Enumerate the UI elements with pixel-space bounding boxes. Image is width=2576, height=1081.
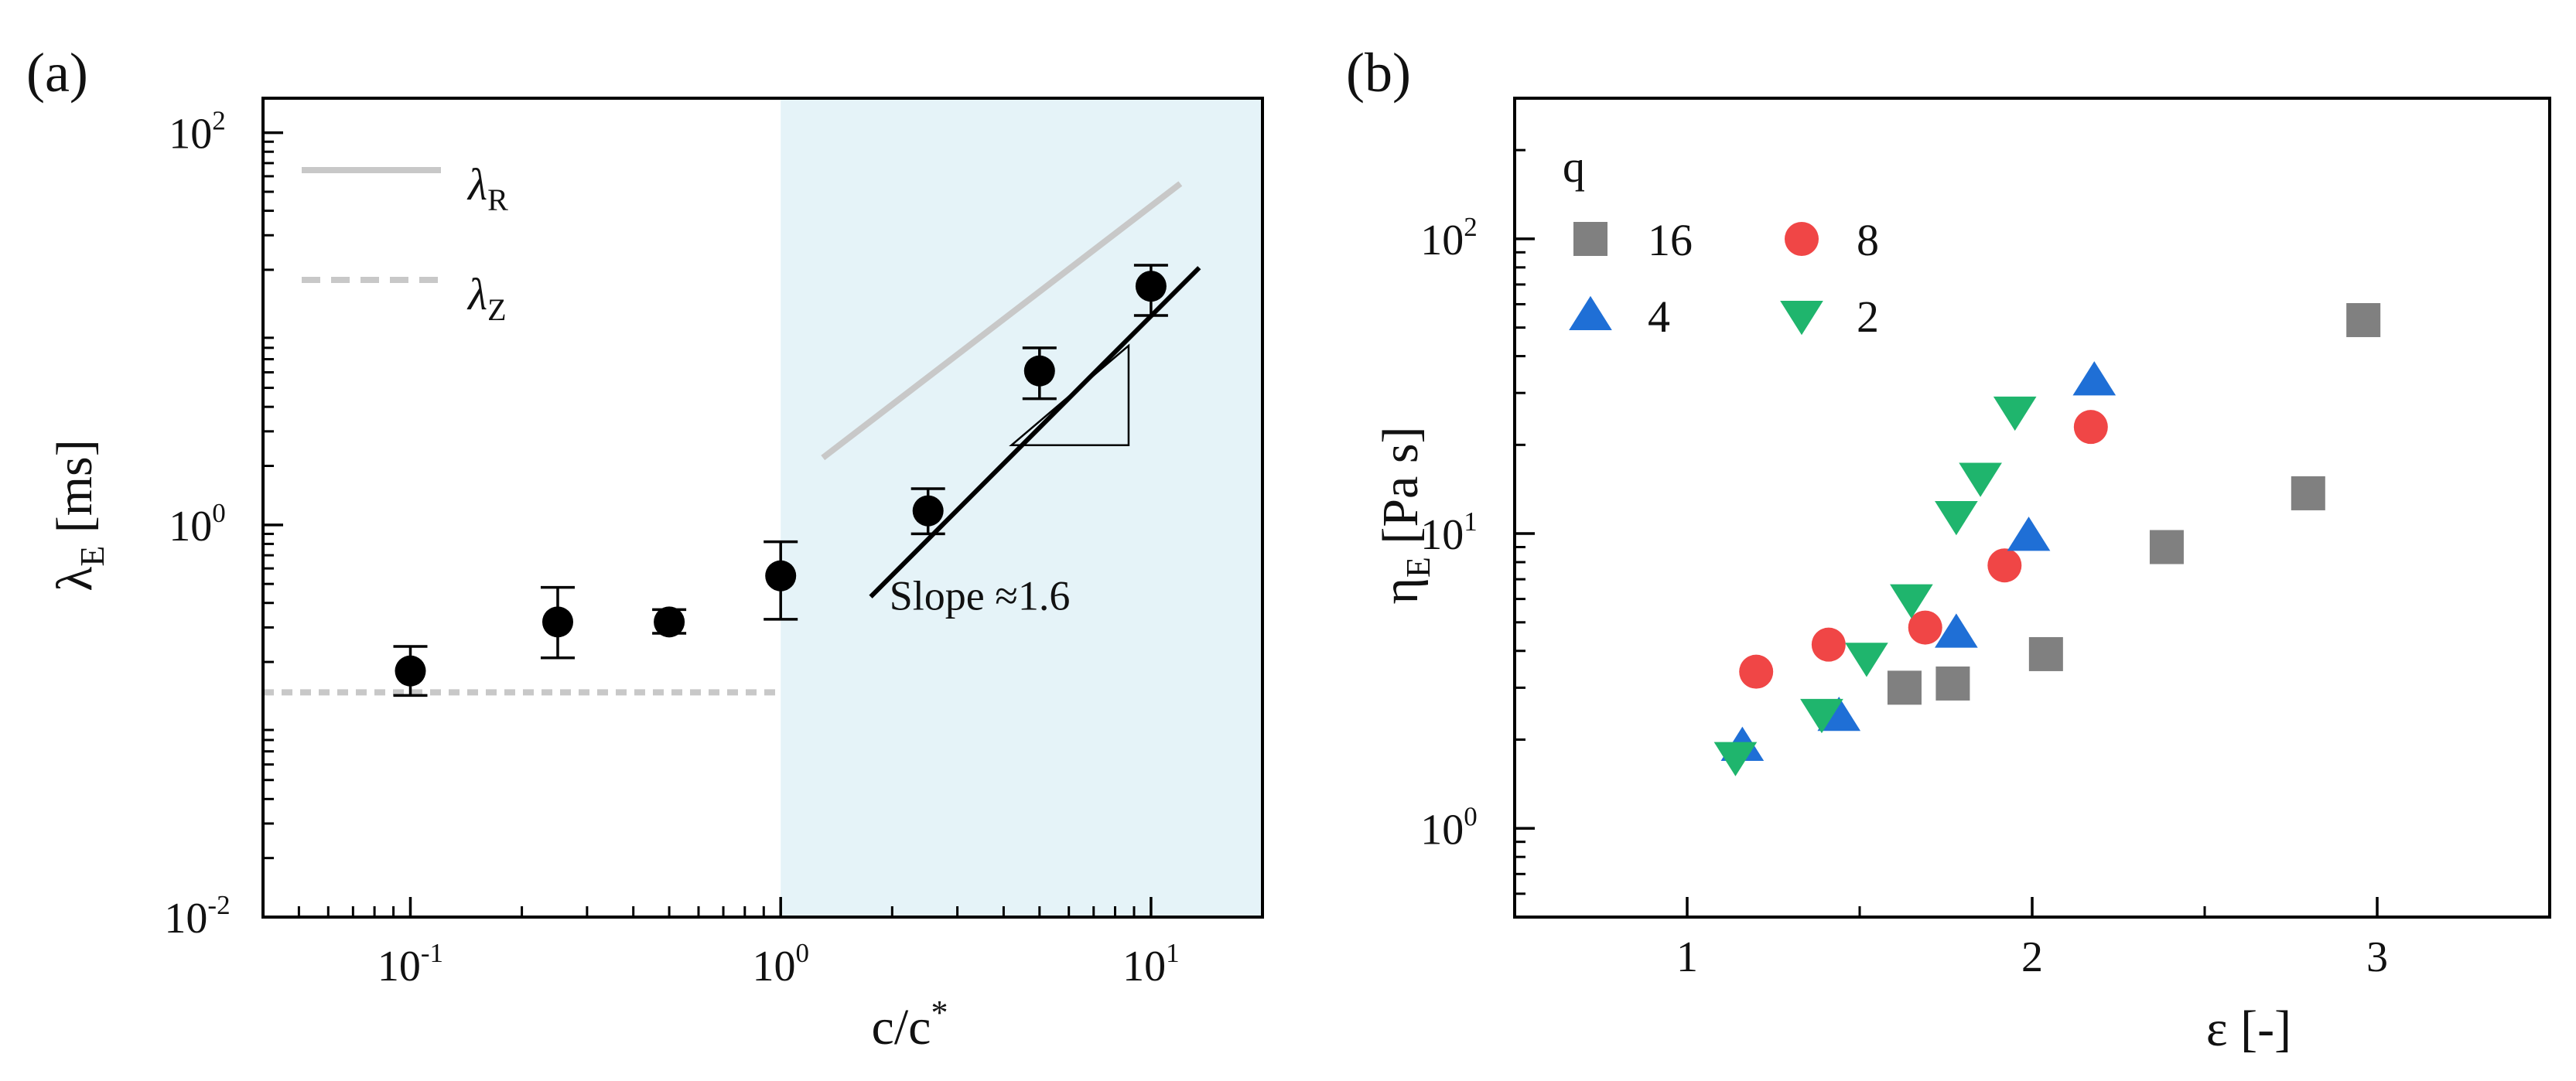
data-point-q-8 [1739, 654, 1774, 689]
data-point-q-16 [2028, 636, 2063, 671]
x-tick-label-base: 10 [1122, 943, 1166, 991]
y-axis-label-unit: [ms] [46, 439, 103, 545]
y-tick-label-exponent: 2 [1464, 212, 1478, 242]
y-tick-label-base: 10 [169, 111, 212, 159]
x-tick-label-exponent: -1 [421, 938, 443, 968]
legend-lambda-r-symbol: λ [466, 159, 487, 210]
data-point [912, 495, 944, 527]
legend-lambda-z-sub: Z [487, 292, 506, 327]
y-tick-label: 100 [1420, 801, 1478, 854]
data-point-q-8 [1908, 610, 1942, 645]
legend-label-q-8: 8 [1857, 215, 1879, 265]
data-point-q-4 [2007, 517, 2051, 551]
data-point-q-2 [1959, 462, 2002, 497]
x-tick-label-base: 10 [752, 943, 795, 991]
data-point-q-2 [1993, 396, 2037, 431]
legend-marker-q-4 [1569, 295, 1612, 330]
y-axis-label: λE [ms] [46, 439, 111, 591]
x-tick-label: 10-1 [378, 938, 443, 991]
data-point [765, 560, 797, 592]
legend-lambda-r-sub: R [487, 182, 508, 217]
legend-label-q-4: 4 [1648, 292, 1670, 342]
legend-label-lambda-z: λZ [466, 269, 507, 327]
data-point [395, 655, 426, 687]
slope-triangle [1009, 343, 1130, 446]
fit-line [869, 266, 1201, 598]
x-tick-label: 2 [2021, 933, 2043, 981]
y-tick-label: 102 [1420, 212, 1478, 264]
legend-title: q [1563, 142, 1585, 192]
x-tick-label: 101 [1122, 938, 1180, 991]
x-tick-label-exponent: 1 [1166, 938, 1180, 968]
y-tick-label: 100 [169, 498, 226, 551]
y-axis-label-sub: E [1399, 557, 1437, 578]
data-point-q-2 [1935, 500, 1978, 536]
data-point-q-16 [2149, 530, 2184, 564]
legend-marker-q-16 [1573, 222, 1607, 256]
y-axis-label-unit: [Pa s] [1372, 426, 1429, 557]
y-tick-label-base: 10 [164, 895, 207, 943]
slope-annotation: Slope ≈1.6 [890, 572, 1071, 619]
y-tick-label-base: 10 [1420, 217, 1464, 264]
data-point-q-8 [1811, 627, 1846, 662]
y-axis-label: ηE [Pa s] [1372, 426, 1437, 604]
y-tick-label-base: 10 [1420, 806, 1464, 854]
legend-label-q-16: 16 [1648, 215, 1693, 265]
legend-marker-q-2 [1780, 301, 1823, 336]
data-point-q-16 [2346, 302, 2381, 337]
legend-marker-q-8 [1785, 222, 1819, 256]
data-point-q-8 [2073, 410, 2108, 445]
y-tick-label-base: 10 [169, 503, 212, 551]
y-tick-label-exponent: -2 [207, 890, 230, 920]
y-tick-label: 102 [169, 106, 226, 159]
data-point-q-2 [1800, 698, 1843, 734]
data-point [1023, 355, 1055, 387]
x-axis-label-text: c/c [872, 999, 931, 1055]
data-point-q-4 [1935, 613, 1978, 648]
y-axis-label-symbol: λ [46, 567, 103, 592]
x-axis-label: c/c* [872, 994, 948, 1055]
data-point-q-16 [2291, 476, 2325, 510]
x-axis-label-sup: * [931, 994, 948, 1032]
data-point-q-2 [1845, 643, 1888, 677]
data-point-q-4 [2072, 361, 2116, 396]
data-point-q-16 [1887, 670, 1922, 705]
y-axis-label-symbol: η [1372, 578, 1429, 605]
x-axis-label: ε [-] [2206, 1001, 2291, 1057]
y-tick-label-exponent: 1 [1464, 506, 1478, 537]
data-point-q-2 [1890, 584, 1933, 619]
y-tick-label-exponent: 0 [1464, 801, 1478, 831]
panel-b-label: (b) [1346, 42, 1411, 104]
shaded-region [781, 98, 1262, 917]
panel-a-label: (a) [26, 42, 88, 104]
data-point-q-8 [1987, 548, 2022, 583]
data-point [1135, 271, 1167, 302]
x-tick-label: 3 [2366, 933, 2388, 981]
data-point-q-16 [1935, 666, 1970, 701]
y-tick-label: 10-2 [164, 890, 230, 943]
data-point [542, 606, 573, 638]
legend-label-lambda-r: λR [466, 159, 508, 217]
x-tick-label-base: 10 [378, 943, 421, 991]
y-tick-label-exponent: 0 [212, 498, 226, 528]
x-tick-label: 1 [1676, 933, 1698, 981]
line-lambda-r [821, 181, 1183, 461]
y-axis-label-sub: E [73, 546, 111, 567]
y-tick-label-base: 10 [1420, 511, 1464, 559]
data-point-q-2 [1713, 742, 1758, 776]
y-tick-label: 101 [1420, 506, 1478, 559]
data-point [654, 606, 685, 638]
x-tick-label: 100 [752, 938, 809, 991]
x-tick-label-exponent: 0 [795, 938, 809, 968]
legend-label-q-2: 2 [1857, 292, 1879, 342]
y-tick-label-exponent: 2 [212, 106, 226, 136]
legend-lambda-z-symbol: λ [466, 269, 487, 319]
